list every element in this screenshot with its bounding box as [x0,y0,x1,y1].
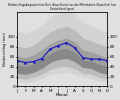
Y-axis label: Niederschlag (mm): Niederschlag (mm) [3,32,7,66]
X-axis label: Monat: Monat [56,93,69,97]
Title: Niederschlagsdiagramm fuer Burk (blaue Kurve) vor den Mittelwerten (Quantilen) f: Niederschlagsdiagramm fuer Burk (blaue K… [8,3,116,11]
